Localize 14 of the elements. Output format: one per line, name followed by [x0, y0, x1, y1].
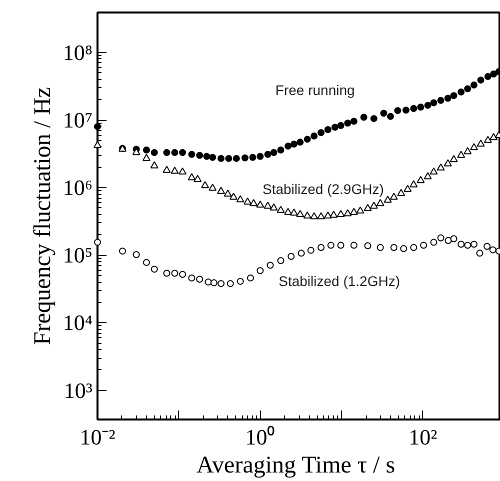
y-tick-label: 10⁴ [62, 310, 93, 336]
y-tick-label: 10⁷ [62, 108, 92, 133]
series-label: Stabilized (1.2GHz) [278, 273, 400, 290]
y-tick-label: 10⁶ [62, 175, 92, 200]
x-tick-label: 10² [408, 424, 438, 450]
x-tick-label: 10⁻² [80, 424, 116, 450]
y-tick-label: 10³ [64, 378, 93, 403]
x-tick-label: 10⁰ [245, 424, 276, 450]
y-axis-title: Frequency fluctuation / Hz [30, 87, 56, 345]
x-axis-title: Averaging Time τ / s [196, 452, 396, 478]
series-label: Stabilized (2.9GHz) [262, 181, 384, 198]
y-tick-label: 10⁵ [62, 242, 92, 268]
y-tick-label: 10⁸ [62, 40, 92, 65]
series-label: Free running [275, 82, 355, 98]
